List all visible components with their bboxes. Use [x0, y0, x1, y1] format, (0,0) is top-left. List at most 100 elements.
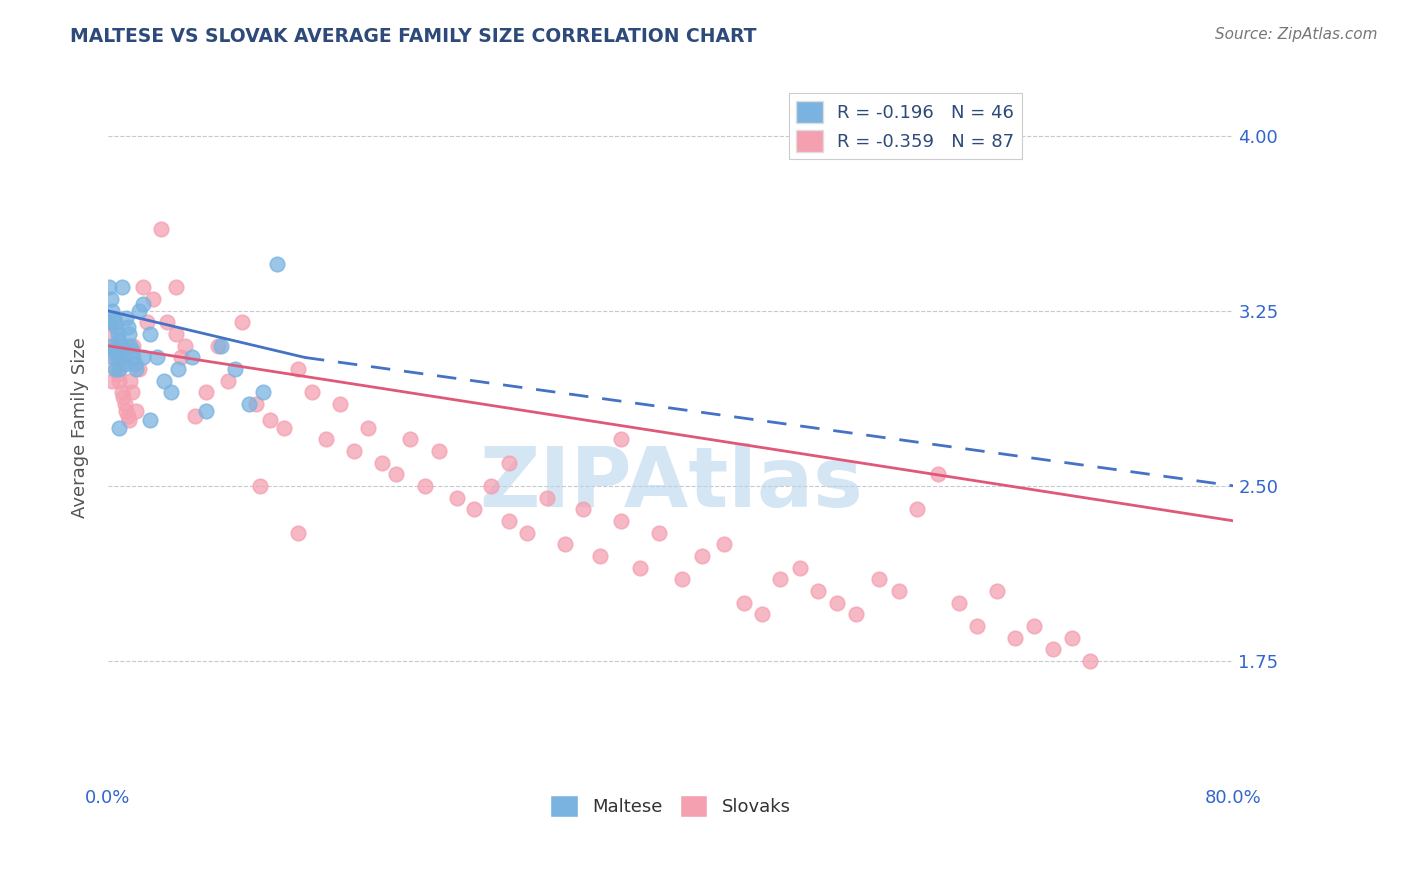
Point: [1022, 619, 1045, 633]
Point: [112, 351, 135, 365]
Point: [399, 432, 422, 446]
Point: [927, 467, 949, 482]
Point: [165, 280, 187, 294]
Point: [110, 339, 132, 353]
Point: [98, 316, 121, 330]
Point: [713, 537, 735, 551]
Point: [610, 432, 633, 446]
Point: [301, 385, 323, 400]
Point: [98, 316, 121, 330]
Point: [108, 334, 131, 348]
Point: [107, 367, 129, 381]
Point: [648, 525, 671, 540]
Y-axis label: Average Family Size: Average Family Size: [72, 337, 89, 518]
Point: [1078, 654, 1101, 668]
Point: [125, 362, 148, 376]
Text: MALTESE VS SLOVAK AVERAGE FAMILY SIZE CORRELATION CHART: MALTESE VS SLOVAK AVERAGE FAMILY SIZE CO…: [70, 27, 756, 45]
Point: [287, 525, 309, 540]
Point: [117, 409, 139, 423]
Point: [217, 374, 239, 388]
Point: [101, 303, 124, 318]
Point: [259, 413, 281, 427]
Point: [170, 351, 193, 365]
Point: [108, 374, 131, 388]
Point: [142, 292, 165, 306]
Point: [224, 362, 246, 376]
Point: [132, 351, 155, 365]
Point: [122, 351, 145, 365]
Point: [671, 572, 693, 586]
Point: [329, 397, 352, 411]
Text: ZIPAtlas: ZIPAtlas: [479, 443, 863, 524]
Point: [986, 583, 1008, 598]
Point: [252, 385, 274, 400]
Point: [114, 397, 136, 411]
Point: [807, 583, 830, 598]
Point: [868, 572, 890, 586]
Point: [111, 343, 134, 358]
Point: [105, 320, 128, 334]
Point: [628, 560, 651, 574]
Point: [266, 257, 288, 271]
Point: [115, 310, 138, 325]
Point: [371, 456, 394, 470]
Point: [589, 549, 612, 563]
Point: [128, 303, 150, 318]
Point: [100, 292, 122, 306]
Point: [231, 316, 253, 330]
Point: [121, 343, 143, 358]
Point: [110, 358, 132, 372]
Point: [101, 374, 124, 388]
Point: [118, 413, 141, 427]
Point: [121, 385, 143, 400]
Point: [112, 390, 135, 404]
Point: [104, 316, 127, 330]
Point: [287, 362, 309, 376]
Point: [966, 619, 988, 633]
Point: [238, 397, 260, 411]
Point: [160, 385, 183, 400]
Point: [146, 351, 169, 365]
Point: [111, 385, 134, 400]
Point: [184, 409, 207, 423]
Point: [181, 351, 204, 365]
Point: [120, 374, 142, 388]
Point: [101, 351, 124, 365]
Point: [115, 404, 138, 418]
Point: [751, 607, 773, 622]
Point: [769, 572, 792, 586]
Point: [273, 420, 295, 434]
Point: [825, 595, 848, 609]
Point: [1004, 631, 1026, 645]
Point: [245, 397, 267, 411]
Point: [132, 297, 155, 311]
Point: [136, 316, 159, 330]
Point: [1060, 631, 1083, 645]
Point: [1042, 642, 1064, 657]
Point: [100, 339, 122, 353]
Point: [107, 327, 129, 342]
Text: Source: ZipAtlas.com: Source: ZipAtlas.com: [1215, 27, 1378, 42]
Point: [103, 310, 125, 325]
Point: [887, 583, 910, 598]
Point: [101, 339, 124, 353]
Point: [104, 362, 127, 376]
Point: [104, 351, 127, 365]
Point: [111, 280, 134, 294]
Point: [789, 560, 811, 574]
Point: [103, 343, 125, 358]
Point: [413, 479, 436, 493]
Point: [385, 467, 408, 482]
Point: [209, 339, 232, 353]
Point: [105, 343, 128, 358]
Point: [114, 358, 136, 372]
Point: [120, 339, 142, 353]
Point: [125, 404, 148, 418]
Point: [122, 339, 145, 353]
Point: [207, 339, 229, 353]
Legend: Maltese, Slovaks: Maltese, Slovaks: [543, 788, 799, 824]
Point: [845, 607, 868, 622]
Point: [150, 222, 173, 236]
Point: [100, 327, 122, 342]
Point: [446, 491, 468, 505]
